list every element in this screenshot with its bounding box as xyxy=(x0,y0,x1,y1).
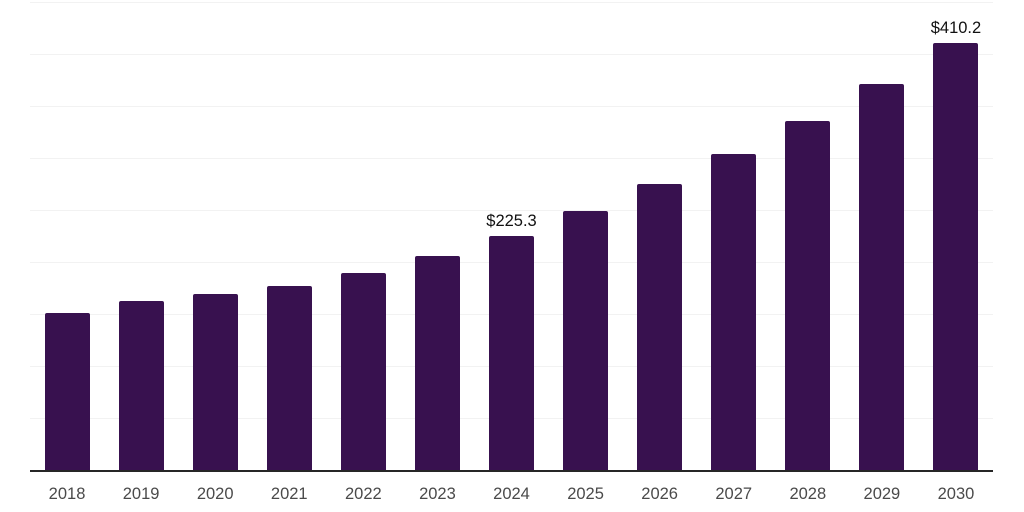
gridline xyxy=(30,2,993,3)
x-tick-label-2027: 2027 xyxy=(715,485,753,503)
bar-2020 xyxy=(192,294,238,470)
gridline xyxy=(30,158,993,159)
x-tick-label-2029: 2029 xyxy=(863,485,901,503)
bar-2026 xyxy=(637,183,683,470)
x-axis-line xyxy=(30,470,993,472)
bar-2029 xyxy=(859,83,905,470)
x-tick-label-2018: 2018 xyxy=(48,485,86,503)
x-tick-label-2024: 2024 xyxy=(493,485,530,503)
bar-2023 xyxy=(414,255,460,470)
bar-2030 xyxy=(933,43,979,470)
bar-2028 xyxy=(785,120,831,470)
x-tick-label-2028: 2028 xyxy=(789,485,827,503)
plot-area: $225.3 $410.2 xyxy=(30,2,993,472)
x-tick-label-2019: 2019 xyxy=(122,485,160,503)
x-tick-label-2022: 2022 xyxy=(344,485,382,503)
x-tick-label-2025: 2025 xyxy=(567,485,604,503)
x-tick-label-2020: 2020 xyxy=(196,485,234,503)
bar-2018 xyxy=(44,313,90,470)
bar-2024 xyxy=(489,235,534,470)
gridline xyxy=(30,54,993,55)
data-label-2030: $410.2 xyxy=(930,19,982,38)
gridline xyxy=(30,106,993,107)
bar-2025 xyxy=(563,211,609,470)
x-tick-label-2026: 2026 xyxy=(641,485,678,503)
data-label-2024: $225.3 xyxy=(486,211,537,230)
bar-2022 xyxy=(340,272,386,470)
bar-2021 xyxy=(266,285,312,470)
x-tick-label-2021: 2021 xyxy=(270,485,308,503)
x-tick-label-2023: 2023 xyxy=(419,485,456,503)
bar-2027 xyxy=(711,153,757,470)
gridline xyxy=(30,210,993,211)
x-tick-label-2030: 2030 xyxy=(937,485,975,503)
bar-2019 xyxy=(118,301,164,470)
